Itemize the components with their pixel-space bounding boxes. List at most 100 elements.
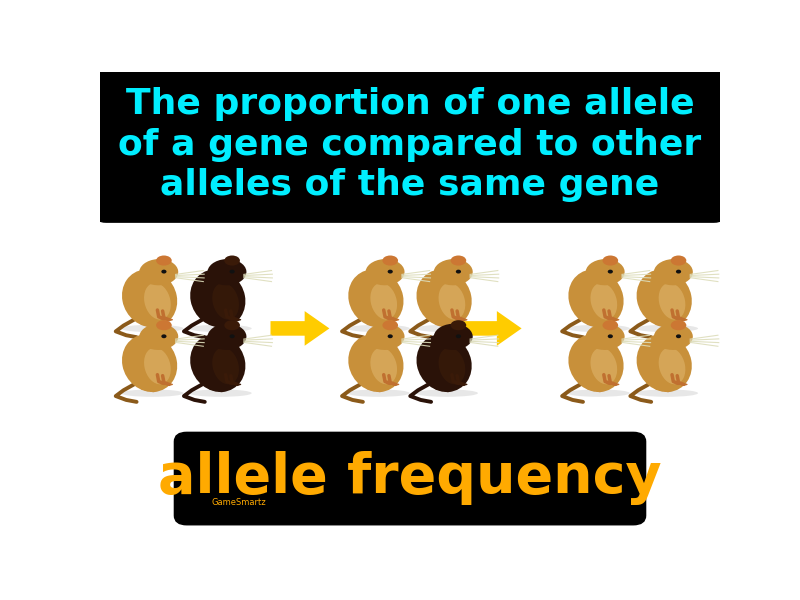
Ellipse shape xyxy=(366,324,405,350)
Ellipse shape xyxy=(434,324,473,350)
Ellipse shape xyxy=(670,320,686,330)
Ellipse shape xyxy=(676,334,681,338)
Ellipse shape xyxy=(386,257,395,264)
Ellipse shape xyxy=(568,334,624,392)
Ellipse shape xyxy=(144,388,153,391)
Ellipse shape xyxy=(637,334,692,392)
Ellipse shape xyxy=(160,382,168,385)
Ellipse shape xyxy=(156,256,172,266)
Ellipse shape xyxy=(602,256,618,266)
Ellipse shape xyxy=(386,322,395,328)
Ellipse shape xyxy=(207,324,246,350)
Ellipse shape xyxy=(654,324,693,350)
Ellipse shape xyxy=(228,382,236,385)
Ellipse shape xyxy=(612,319,619,321)
Ellipse shape xyxy=(438,347,466,384)
Ellipse shape xyxy=(567,325,630,332)
Ellipse shape xyxy=(590,347,617,384)
Ellipse shape xyxy=(159,322,169,328)
Ellipse shape xyxy=(217,389,226,392)
Ellipse shape xyxy=(637,269,692,328)
Ellipse shape xyxy=(658,388,667,391)
Ellipse shape xyxy=(144,323,153,326)
Ellipse shape xyxy=(635,325,698,332)
Ellipse shape xyxy=(230,269,234,274)
Ellipse shape xyxy=(674,322,683,328)
Ellipse shape xyxy=(189,325,252,332)
Ellipse shape xyxy=(166,383,173,386)
FancyArrow shape xyxy=(462,311,522,346)
Ellipse shape xyxy=(438,388,447,391)
Ellipse shape xyxy=(190,334,246,392)
Ellipse shape xyxy=(450,320,466,330)
Ellipse shape xyxy=(674,382,682,385)
Ellipse shape xyxy=(375,324,384,327)
Ellipse shape xyxy=(348,269,403,328)
Ellipse shape xyxy=(386,382,394,385)
Ellipse shape xyxy=(388,334,393,338)
Ellipse shape xyxy=(227,257,237,264)
Ellipse shape xyxy=(590,388,599,391)
Ellipse shape xyxy=(608,334,613,338)
Ellipse shape xyxy=(347,389,410,397)
Ellipse shape xyxy=(663,389,673,392)
Ellipse shape xyxy=(663,324,673,327)
Ellipse shape xyxy=(388,269,393,274)
Ellipse shape xyxy=(217,324,226,327)
Ellipse shape xyxy=(434,259,473,285)
Ellipse shape xyxy=(595,389,605,392)
Ellipse shape xyxy=(212,347,239,384)
FancyBboxPatch shape xyxy=(174,433,646,525)
Ellipse shape xyxy=(606,382,614,385)
Ellipse shape xyxy=(375,389,384,392)
Ellipse shape xyxy=(658,347,686,384)
Ellipse shape xyxy=(454,322,463,328)
Ellipse shape xyxy=(162,269,166,274)
Ellipse shape xyxy=(149,324,158,327)
Ellipse shape xyxy=(121,389,183,397)
Ellipse shape xyxy=(680,319,688,321)
Ellipse shape xyxy=(658,323,667,326)
Ellipse shape xyxy=(567,389,630,397)
Ellipse shape xyxy=(608,269,613,274)
Ellipse shape xyxy=(568,269,624,328)
Ellipse shape xyxy=(438,283,466,320)
Ellipse shape xyxy=(443,389,453,392)
Ellipse shape xyxy=(224,256,240,266)
Ellipse shape xyxy=(370,388,379,391)
Ellipse shape xyxy=(438,323,447,326)
Ellipse shape xyxy=(676,269,681,274)
Ellipse shape xyxy=(234,383,242,386)
Ellipse shape xyxy=(144,283,170,320)
Ellipse shape xyxy=(606,257,615,264)
FancyBboxPatch shape xyxy=(94,67,726,222)
Ellipse shape xyxy=(212,388,221,391)
Ellipse shape xyxy=(149,389,158,392)
Ellipse shape xyxy=(227,322,237,328)
Ellipse shape xyxy=(234,319,242,321)
Ellipse shape xyxy=(190,269,246,328)
Ellipse shape xyxy=(370,283,397,320)
Ellipse shape xyxy=(160,317,168,320)
Ellipse shape xyxy=(590,323,599,326)
Ellipse shape xyxy=(417,269,472,328)
Ellipse shape xyxy=(674,257,683,264)
Ellipse shape xyxy=(139,259,178,285)
Ellipse shape xyxy=(122,334,178,392)
Ellipse shape xyxy=(654,259,693,285)
Ellipse shape xyxy=(606,317,614,320)
Ellipse shape xyxy=(121,325,183,332)
Ellipse shape xyxy=(212,283,239,320)
Text: The proportion of one allele
of a gene compared to other
alleles of the same gen: The proportion of one allele of a gene c… xyxy=(118,87,702,202)
Ellipse shape xyxy=(386,317,394,320)
Ellipse shape xyxy=(443,324,453,327)
Ellipse shape xyxy=(370,347,397,384)
Ellipse shape xyxy=(674,317,682,320)
Ellipse shape xyxy=(207,259,246,285)
Ellipse shape xyxy=(166,319,173,321)
Ellipse shape xyxy=(144,347,170,384)
Ellipse shape xyxy=(370,323,379,326)
Ellipse shape xyxy=(460,383,467,386)
Ellipse shape xyxy=(454,317,462,320)
Ellipse shape xyxy=(586,324,625,350)
